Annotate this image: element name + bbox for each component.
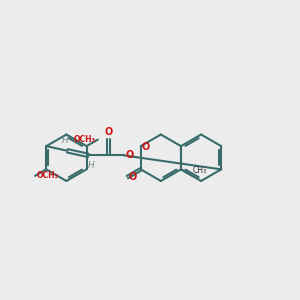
Text: H: H (61, 136, 68, 145)
Text: CH₃: CH₃ (193, 166, 207, 175)
Text: OCH₃: OCH₃ (37, 171, 59, 180)
Text: O: O (104, 127, 113, 137)
Text: O: O (142, 142, 150, 152)
Text: O: O (129, 172, 137, 182)
Text: O: O (125, 150, 134, 161)
Text: OCH₃: OCH₃ (74, 135, 96, 144)
Text: H: H (88, 161, 95, 170)
